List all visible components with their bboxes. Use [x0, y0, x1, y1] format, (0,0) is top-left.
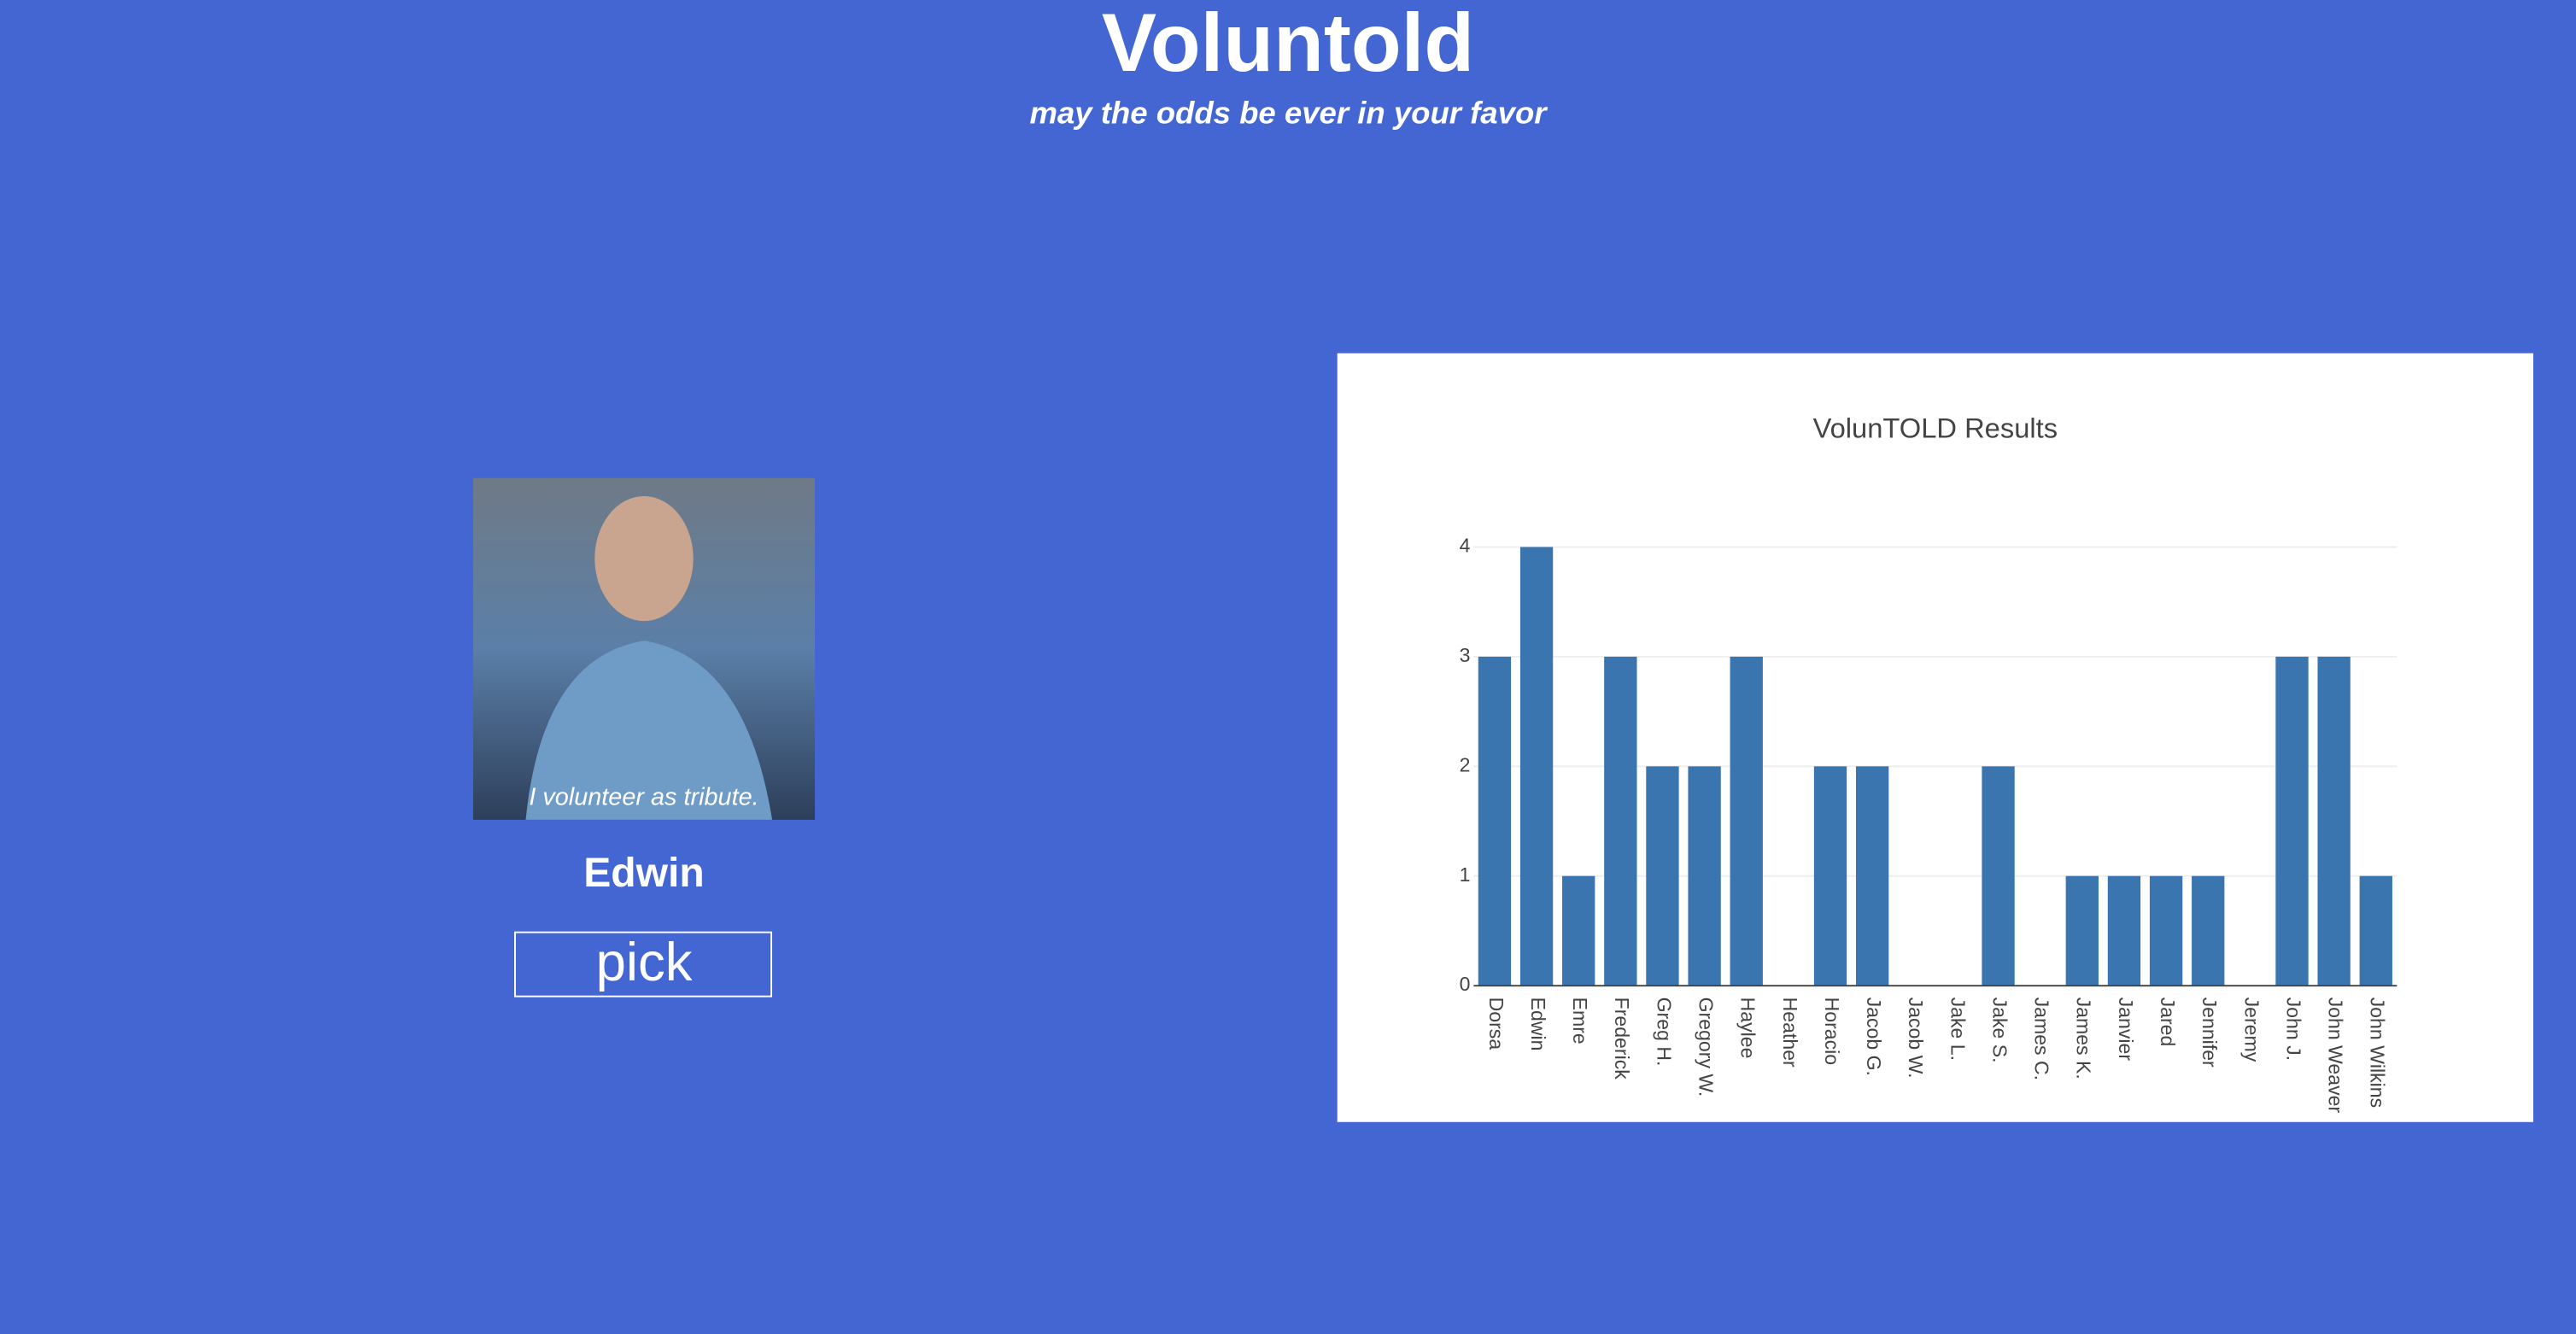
winner-name: Edwin: [583, 850, 705, 896]
x-tick-label: Horacio: [1821, 998, 1843, 1066]
bar: [1813, 766, 1847, 986]
x-tick-label: Jacob W.: [1905, 998, 1927, 1079]
x-tick-label: Emre: [1569, 998, 1591, 1044]
x-tick-label: John Weaver: [2325, 998, 2347, 1114]
bar: [1855, 766, 1889, 986]
bar: [1519, 547, 1554, 986]
bar: [1646, 766, 1679, 986]
x-tick-label: Edwin: [1527, 998, 1549, 1051]
bar: [2359, 875, 2392, 986]
x-tick-label: Jake S.: [1988, 998, 2011, 1063]
x-tick-label: James C.: [2031, 998, 2053, 1080]
x-tick-label: Jeremy: [2240, 998, 2263, 1062]
chart-title: VolunTOLD Results: [1813, 412, 2058, 444]
x-tick-label: Haylee: [1737, 998, 1759, 1059]
x-tick-label: James K.: [2073, 998, 2095, 1079]
bar: [1604, 656, 1637, 986]
y-tick-label: 0: [1460, 973, 1471, 995]
bar: [2107, 875, 2141, 986]
x-tick-label: Greg H.: [1653, 998, 1675, 1067]
plot: 0 1 2 3 4 Dorsa Edwin Emre Frederick Greg H. Grego…: [1460, 535, 2397, 1114]
x-tick-label: Janvier: [2115, 998, 2137, 1062]
y-tick-label: 3: [1460, 644, 1471, 666]
pick-button-border[interactable]: [514, 931, 773, 998]
x-tick-label: Jacob G.: [1863, 998, 1885, 1076]
pick-button-label[interactable]: pick: [596, 933, 693, 992]
x-tick-label: Jennifer: [2198, 998, 2221, 1068]
x-tick-label: Jake L.: [1947, 998, 1969, 1061]
y-tick-label: 1: [1460, 863, 1471, 886]
bar: [1730, 656, 1763, 986]
bar: [2149, 875, 2183, 986]
x-tick-label: Jared: [2157, 998, 2179, 1047]
app-title: Voluntold: [1102, 0, 1474, 89]
app-subtitle: may the odds be ever in your favor: [1030, 95, 1549, 130]
gif-face: [594, 495, 694, 622]
gif-caption: I volunteer as tribute.: [529, 784, 758, 811]
gif-figure: [525, 641, 773, 820]
bar: [1478, 656, 1512, 986]
chart-panel: [1337, 353, 2533, 1122]
bar: [1982, 766, 2015, 986]
bar: [2275, 656, 2309, 986]
gif: I volunteer as tribute.: [472, 477, 816, 820]
bar: [2317, 656, 2351, 986]
x-tick-label: John Wilkins: [2367, 998, 2389, 1109]
bar: [2192, 875, 2225, 986]
x-tick-label: Heather: [1779, 998, 1801, 1068]
bar: [2065, 875, 2099, 986]
x-tick-label: Gregory W.: [1695, 998, 1718, 1097]
y-tick-label: 4: [1460, 535, 1471, 557]
x-tick-label: Frederick: [1611, 998, 1633, 1080]
pick-button[interactable]: pick: [514, 931, 773, 998]
bar: [1562, 875, 1595, 986]
y-tick-label: 2: [1460, 753, 1471, 775]
bar: [1688, 766, 1721, 986]
x-tick-label: Dorsa: [1485, 998, 1508, 1050]
x-tick-label: John J.: [2282, 998, 2304, 1061]
